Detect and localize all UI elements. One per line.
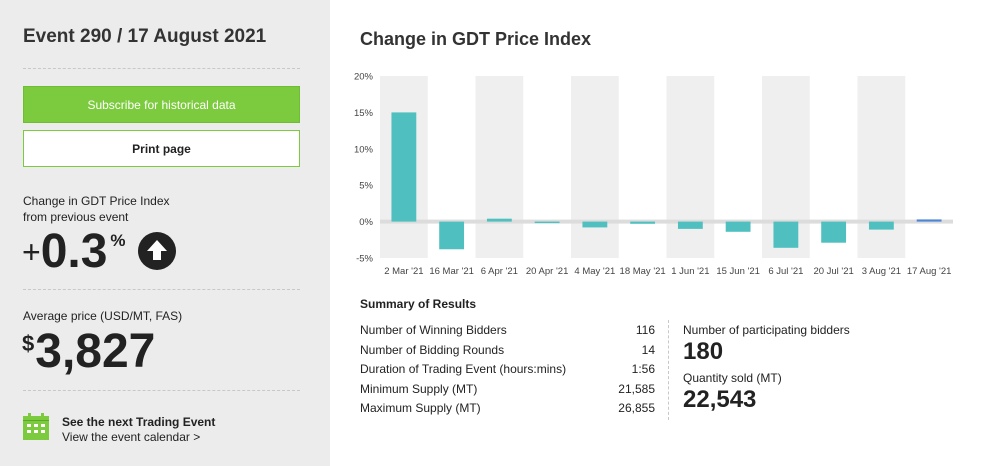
event-calendar-link[interactable]: View the event calendar > xyxy=(62,430,201,444)
summary-row-value: 26,855 xyxy=(618,401,655,415)
chart-band xyxy=(857,76,906,258)
x-tick-label: 16 Mar '21 xyxy=(429,266,474,277)
sidebar: Event 290 / 17 August 2021 Subscribe for… xyxy=(0,0,330,466)
chart-band xyxy=(666,76,715,258)
y-tick-label: 0% xyxy=(359,217,373,228)
average-price-label: Average price (USD/MT, FAS) xyxy=(23,309,183,323)
event-title: Event 290 / 17 August 2021 xyxy=(23,26,267,47)
summary-row-value: 116 xyxy=(635,323,655,337)
average-price-currency: $ xyxy=(22,331,35,356)
summary-row-value: 14 xyxy=(641,342,655,357)
average-price-value: $ 3,827 xyxy=(22,324,155,380)
chart-bar xyxy=(773,221,799,248)
summary-row-label: Duration of Trading Event (hours:mins) xyxy=(360,362,567,376)
x-tick-label: 17 Aug '21 xyxy=(907,266,952,277)
x-tick-label: 20 Apr '21 xyxy=(526,266,569,277)
x-tick-label: 6 Apr '21 xyxy=(481,266,518,277)
subscribe-button[interactable]: Subscribe for historical data xyxy=(23,86,300,123)
summary-row-label: Number of Bidding Rounds xyxy=(360,342,505,357)
x-tick-label: 15 Jun '21 xyxy=(716,266,760,277)
y-tick-label: 10% xyxy=(354,144,374,155)
x-tick-label: 6 Jul '21 xyxy=(768,266,803,277)
change-label-line2: from previous event xyxy=(23,210,129,224)
chart-band xyxy=(571,76,619,258)
x-tick-label: 3 Aug '21 xyxy=(862,266,901,277)
change-unit: % xyxy=(110,231,126,250)
bidders-value: 180 xyxy=(683,338,724,365)
quantity-value: 22,543 xyxy=(683,386,757,413)
print-page-button[interactable]: Print page xyxy=(23,130,300,167)
chart-bar xyxy=(916,219,942,222)
y-tick-label: 5% xyxy=(359,181,373,192)
average-price-number: 3,827 xyxy=(35,325,156,378)
change-number: 0.3 xyxy=(40,225,108,278)
summary-row: Minimum Supply (MT) 21,585 xyxy=(360,382,655,401)
summary-row-value: 21,585 xyxy=(618,381,655,396)
chart-band xyxy=(475,76,524,258)
chart-bar xyxy=(725,221,751,232)
y-tick-label: 15% xyxy=(354,108,374,119)
chart-bar xyxy=(534,221,560,224)
zero-line xyxy=(380,219,953,224)
summary-title: Summary of Results xyxy=(360,297,477,311)
chart-bar xyxy=(439,221,465,250)
x-tick-label: 18 May '21 xyxy=(620,266,666,277)
next-event-title: See the next Trading Event xyxy=(62,415,216,429)
x-tick-label: 20 Jul '21 xyxy=(813,266,853,277)
chart-bar xyxy=(391,112,417,222)
price-index-chart: 20% 15% 10% 5% 0% -5% 2 Mar '21 16 Mar '21 6 Apr… xyxy=(354,72,953,277)
divider xyxy=(668,320,669,420)
summary-row-value: 1:56 xyxy=(631,362,655,376)
y-tick-label: 20% xyxy=(354,72,374,83)
chart-bar xyxy=(868,221,894,230)
chart-title: Change in GDT Price Index xyxy=(360,29,592,49)
quantity-label: Quantity sold (MT) xyxy=(683,371,782,385)
chart-bar xyxy=(630,221,656,224)
bidders-label: Number of participating bidders xyxy=(683,323,850,337)
change-label: Change in GDT Price Index from previous … xyxy=(23,193,223,225)
y-tick-label: -5% xyxy=(356,254,373,265)
divider xyxy=(23,390,300,391)
divider xyxy=(23,68,300,69)
change-label-line1: Change in GDT Price Index xyxy=(23,194,170,208)
x-tick-label: 2 Mar '21 xyxy=(384,266,423,277)
summary-row: Maximum Supply (MT) 26,855 xyxy=(360,401,655,420)
chart-bar xyxy=(821,221,847,243)
summary-row-label: Maximum Supply (MT) xyxy=(360,401,481,415)
summary-row: Number of Winning Bidders 116 xyxy=(360,323,655,342)
chart-bar xyxy=(677,221,703,229)
x-tick-label: 4 May '21 xyxy=(574,266,615,277)
change-sign: + xyxy=(22,234,41,270)
summary-row: Duration of Trading Event (hours:mins) 1:… xyxy=(360,362,655,381)
chart-bar xyxy=(582,221,608,228)
divider xyxy=(23,289,300,290)
summary-row-label: Minimum Supply (MT) xyxy=(360,381,478,396)
change-value: + 0.3 % xyxy=(22,224,126,280)
summary-row: Number of Bidding Rounds 14 xyxy=(360,343,655,362)
up-arrow-icon xyxy=(138,232,176,270)
calendar-icon[interactable] xyxy=(23,413,49,440)
x-tick-label: 1 Jun '21 xyxy=(671,266,709,277)
chart-bar xyxy=(486,218,512,222)
summary-row-label: Number of Winning Bidders xyxy=(360,323,507,337)
